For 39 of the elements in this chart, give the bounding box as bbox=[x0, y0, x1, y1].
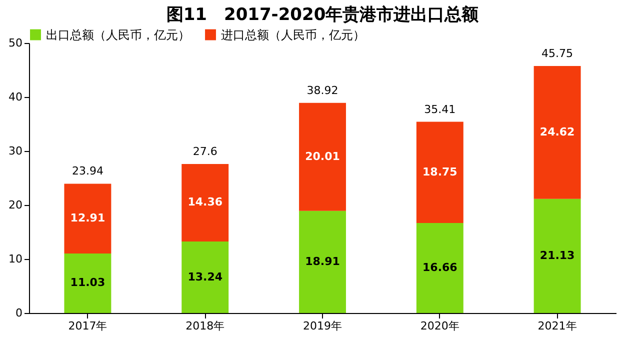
x-tick-label: 2020年 bbox=[420, 320, 460, 332]
data-label: 21.13 bbox=[540, 248, 575, 262]
bar bbox=[299, 102, 346, 211]
data-label: 12.91 bbox=[70, 212, 106, 225]
data-label: 24.62 bbox=[540, 125, 575, 138]
x-tick-label: 2017年 bbox=[68, 320, 108, 332]
x-tick-label: 2019年 bbox=[303, 320, 342, 332]
bar bbox=[182, 164, 229, 242]
data-label: 11.03 bbox=[70, 276, 106, 290]
chart-title: 图11 2017-2020年贵港市进出口总额 bbox=[166, 5, 480, 25]
total-label: 27.6 bbox=[192, 144, 218, 158]
bar bbox=[182, 242, 229, 313]
data-label: 14.36 bbox=[188, 196, 223, 209]
x-tick-label: 2021年 bbox=[538, 320, 577, 332]
bar bbox=[64, 184, 112, 254]
bar bbox=[534, 198, 581, 313]
y-tick-label: 20 bbox=[8, 198, 22, 212]
y-tick-label: 50 bbox=[8, 36, 22, 50]
bar bbox=[416, 122, 464, 224]
data-label: 20.01 bbox=[305, 150, 340, 163]
bar bbox=[534, 66, 581, 199]
bar bbox=[64, 253, 112, 313]
data-label: 18.75 bbox=[422, 165, 458, 178]
x-tick-label: 2018年 bbox=[186, 320, 225, 332]
total-label: 23.94 bbox=[72, 164, 104, 178]
y-tick-label: 0 bbox=[16, 306, 22, 320]
total-label: 38.92 bbox=[306, 84, 338, 97]
data-label: 16.66 bbox=[422, 261, 458, 274]
y-tick-label: 30 bbox=[8, 144, 22, 158]
total-label: 35.41 bbox=[424, 102, 456, 116]
y-tick-label: 10 bbox=[8, 252, 22, 266]
bar bbox=[416, 223, 464, 313]
legend-label: 出口总额（人民币，亿元） bbox=[46, 28, 190, 42]
data-label: 18.91 bbox=[305, 254, 340, 268]
total-label: 45.75 bbox=[542, 46, 574, 60]
y-tick-label: 40 bbox=[8, 90, 22, 104]
bar bbox=[299, 210, 346, 313]
legend-label: 进口总额（人民币，亿元） bbox=[221, 28, 365, 42]
data-label: 13.24 bbox=[188, 270, 223, 284]
